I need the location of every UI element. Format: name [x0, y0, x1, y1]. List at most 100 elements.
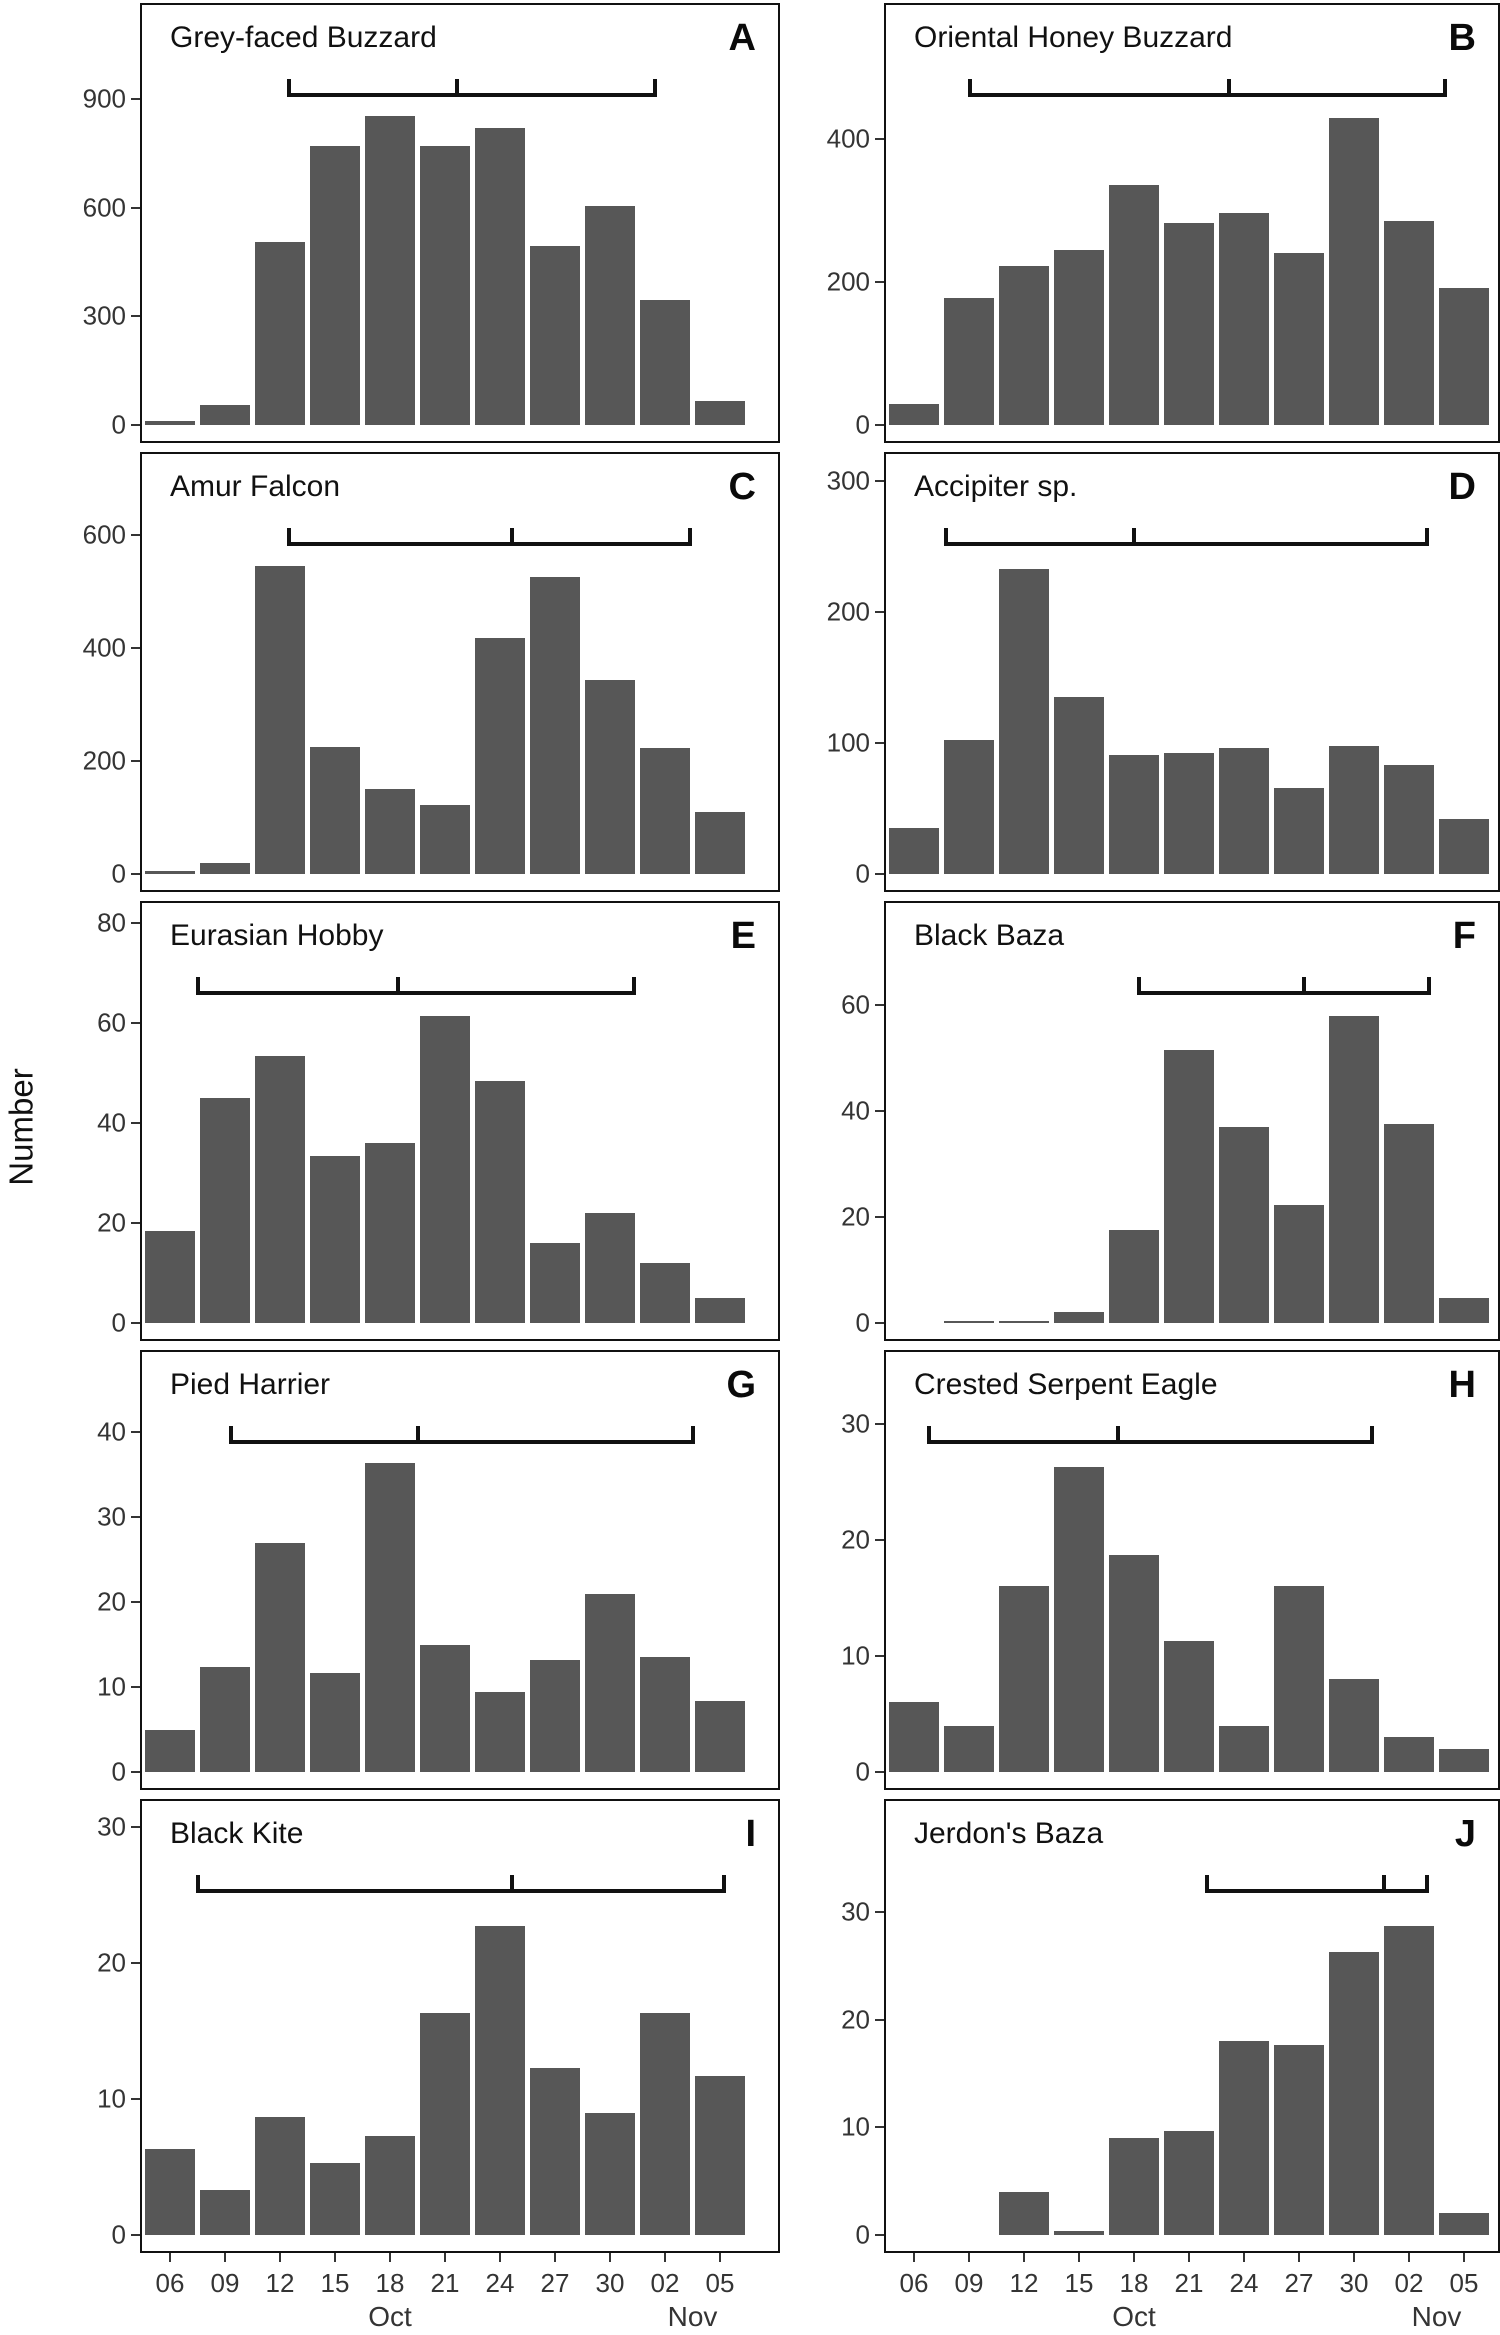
- month-label-oct: Oct: [368, 2301, 412, 2332]
- x-tick-label: 12: [265, 2268, 295, 2298]
- panel-letter: J: [1454, 1813, 1476, 1855]
- x-tick-label: 27: [1284, 2268, 1314, 2298]
- bar-02: [1384, 765, 1434, 874]
- y-axis-gutter-D: 0 100 200 300: [780, 452, 884, 892]
- bar-21: [1164, 1050, 1214, 1323]
- bar-18: [1109, 1555, 1159, 1772]
- y-tick-mark: [131, 647, 140, 649]
- bar-02: [1384, 1925, 1434, 2235]
- bar-05: [1439, 2213, 1489, 2235]
- y-tick-label: 30: [841, 1408, 870, 1439]
- x-tick-mark: [609, 2253, 611, 2262]
- bar-06: [145, 1729, 195, 1772]
- period-bracket-end-tick: [1369, 1426, 1374, 1444]
- period-bracket-start-tick: [1136, 977, 1141, 995]
- bar-27: [1274, 1586, 1324, 1772]
- bar-30: [585, 1593, 635, 1772]
- bar-24: [475, 1080, 525, 1323]
- x-tick-mark: [913, 2253, 915, 2262]
- bar-02: [640, 300, 690, 425]
- bar-24: [1219, 212, 1269, 425]
- panel-plot-area: Jerdon's Baza J: [886, 1801, 1498, 2251]
- period-bracket-start-tick: [286, 528, 291, 546]
- panel-plot-area: Black Kite I: [142, 1801, 778, 2251]
- bar-06: [145, 1230, 195, 1323]
- y-tick-label: 0: [111, 2219, 126, 2250]
- bar-30: [585, 1213, 635, 1323]
- bar-18: [365, 1143, 415, 1323]
- bar-02: [640, 748, 690, 874]
- x-tick-label: 09: [954, 2268, 984, 2298]
- bar-06: [889, 828, 939, 874]
- y-tick-label: 900: [82, 83, 126, 114]
- bar-02: [640, 1263, 690, 1323]
- y-axis-gutter-E: 0 20 40 60 80: [0, 901, 140, 1341]
- bar-15: [1054, 1466, 1104, 1772]
- bar-15: [310, 146, 360, 425]
- y-tick-label: 400: [82, 632, 126, 663]
- y-tick-label: 20: [841, 2004, 870, 2035]
- bar-27: [530, 1243, 580, 1323]
- x-tick-label: 05: [705, 2268, 735, 2298]
- y-tick-label: 20: [97, 1586, 126, 1617]
- period-bracket-mid-tick: [1226, 79, 1231, 97]
- bar-24: [475, 1926, 525, 2235]
- x-tick-label: 06: [155, 2268, 185, 2298]
- period-bracket-start-tick: [195, 1875, 200, 1893]
- panel-title: Grey-faced Buzzard: [170, 21, 437, 54]
- panel-J: Jerdon's Baza J: [884, 1799, 1500, 2253]
- y-tick-label: 10: [97, 1671, 126, 1702]
- bar-06: [145, 871, 195, 874]
- bar-12: [999, 1586, 1049, 1772]
- y-axis-gutter-A: 0 300 600 900: [0, 3, 140, 443]
- panel-letter: E: [730, 915, 756, 957]
- bar-15: [1054, 697, 1104, 874]
- bar-12: [999, 266, 1049, 425]
- y-tick-mark: [875, 1216, 884, 1218]
- bar-30: [1329, 1679, 1379, 1772]
- bar-05: [1439, 1748, 1489, 1772]
- panel-E: Eurasian Hobby E: [140, 901, 780, 1341]
- bar-24: [475, 637, 525, 874]
- panel-letter: A: [728, 17, 756, 59]
- bar-21: [1164, 753, 1214, 874]
- y-tick-mark: [131, 315, 140, 318]
- bar-24: [475, 128, 525, 425]
- bar-18: [365, 2135, 415, 2235]
- y-tick-label: 20: [97, 1947, 126, 1978]
- y-tick-mark: [131, 873, 140, 875]
- bar-02: [640, 2013, 690, 2235]
- period-bracket-end-tick: [1424, 1875, 1429, 1893]
- x-tick-label: 30: [595, 2268, 625, 2298]
- period-bracket-mid-tick: [1302, 977, 1307, 995]
- bar-09: [200, 862, 250, 874]
- bar-15: [310, 1155, 360, 1323]
- bar-15: [1054, 1312, 1104, 1323]
- x-tick-label: 02: [650, 2268, 680, 2298]
- period-bracket-end-tick: [1424, 528, 1429, 546]
- period-bracket-line: [286, 542, 692, 546]
- bar-12: [255, 1055, 305, 1323]
- y-tick-mark: [875, 2126, 884, 2129]
- y-tick-label: 0: [111, 1307, 126, 1338]
- bar-21: [1164, 2130, 1214, 2235]
- y-tick-mark: [131, 1516, 140, 1518]
- bar-15: [310, 2162, 360, 2235]
- bar-30: [585, 680, 635, 874]
- y-tick-mark: [875, 1322, 884, 1324]
- bar-05: [695, 1700, 745, 1772]
- y-tick-label: 30: [97, 1811, 126, 1842]
- bar-05: [1439, 1298, 1489, 1323]
- bar-09: [200, 405, 250, 425]
- bar-09: [944, 297, 994, 425]
- y-axis-gutter-F: 0 20 40 60: [780, 901, 884, 1341]
- x-tick-mark: [968, 2253, 970, 2262]
- y-tick-mark: [131, 1962, 140, 1964]
- panel-letter: D: [1448, 466, 1476, 508]
- x-tick-mark: [1353, 2253, 1355, 2262]
- x-tick-mark: [499, 2253, 501, 2262]
- panel-D: Accipiter sp. D: [884, 452, 1500, 892]
- month-label-oct: Oct: [1112, 2301, 1156, 2332]
- period-bracket-line: [1136, 991, 1431, 995]
- y-tick-label: 0: [111, 409, 126, 440]
